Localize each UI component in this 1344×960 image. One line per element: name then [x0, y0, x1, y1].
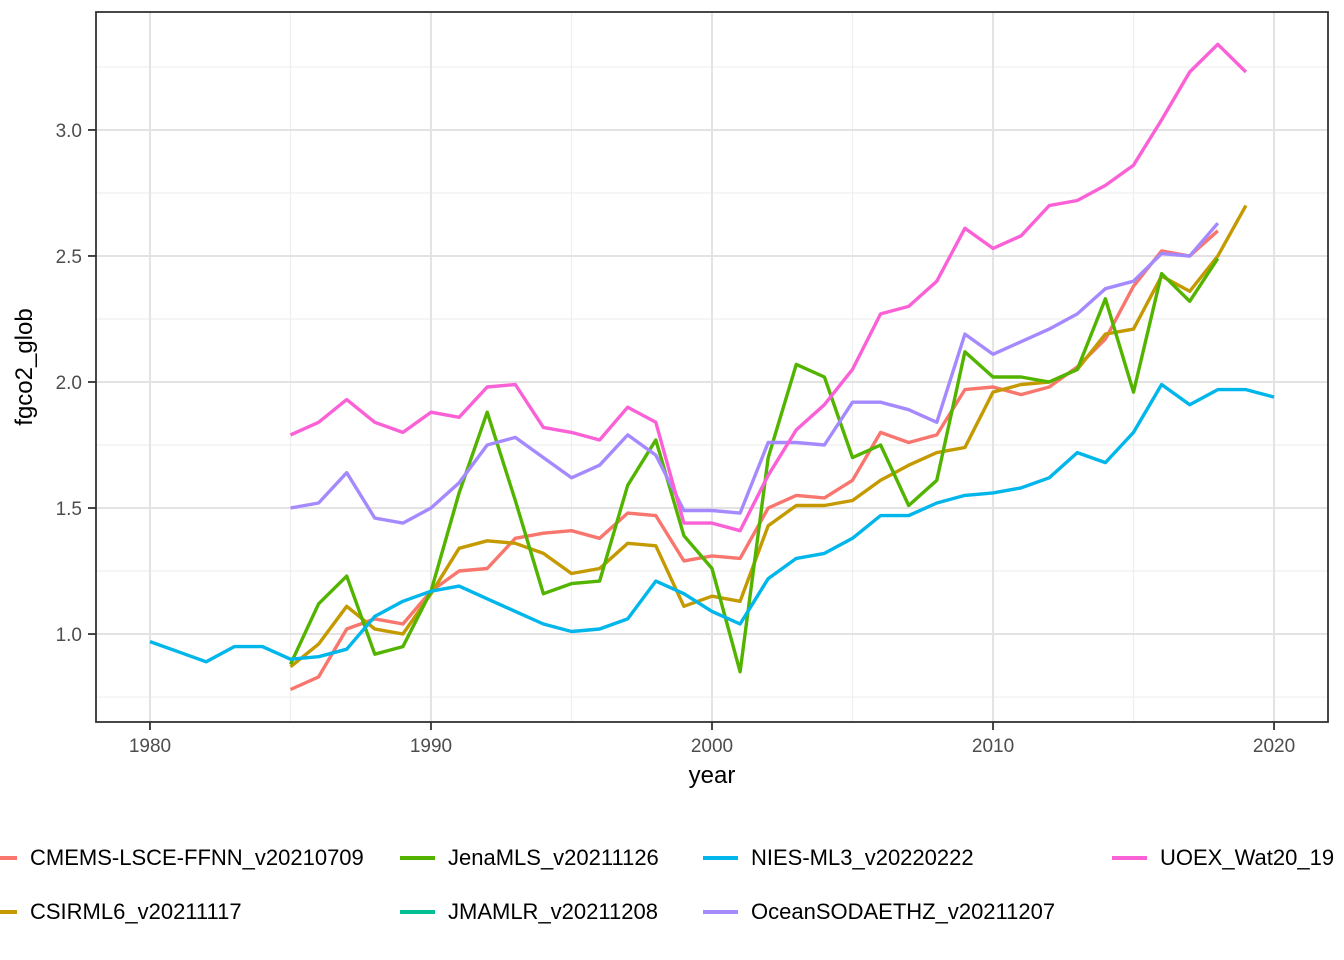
- legend-label: NIES-ML3_v20220222: [751, 845, 974, 870]
- y-axis-title: fgco2_glob: [11, 308, 38, 425]
- y-tick-label: 2.5: [56, 247, 82, 268]
- legend-key-line-icon: [1112, 856, 1147, 860]
- x-axis-title: year: [689, 762, 736, 789]
- legend-label: CMEMS-LSCE-FFNN_v20210709: [30, 845, 364, 870]
- axis-tick-labels: 1980 1990 2000 2010 2020 1.0 1.5 2.0 2.5 3.0: [56, 121, 1296, 757]
- gridlines-major: [96, 12, 1328, 722]
- legend-label: UOEX_Wat20_19: [1160, 845, 1335, 870]
- chart-legend: CMEMS-LSCE-FFNN_v20210709 CSIRML6_v202111…: [0, 820, 1344, 960]
- legend-key-line-icon: [0, 910, 17, 914]
- legend-label: JMAMLR_v20211208: [448, 899, 658, 924]
- legend-key-line-icon: [703, 856, 738, 860]
- legend-key-line-icon: [703, 910, 738, 914]
- legend-item: JenaMLS_v20211126: [400, 845, 659, 871]
- y-tick-label: 2.0: [56, 373, 82, 394]
- series-line-UOEX_Wat20_19: [289, 42, 1248, 533]
- legend-label: CSIRML6_v20211117: [30, 899, 242, 924]
- legend-item: NIES-ML3_v20220222: [703, 845, 974, 871]
- legend-key-line-icon: [0, 856, 17, 860]
- legend-key-line-icon: [400, 856, 435, 860]
- legend-label: JenaMLS_v20211126: [448, 845, 659, 870]
- legend-item: CMEMS-LSCE-FFNN_v20210709: [0, 845, 364, 871]
- legend-key-line-icon: [400, 910, 435, 914]
- x-tick-label: 2020: [1253, 736, 1295, 757]
- series-line-OceanSODAETHZ_v20211207: [290, 222, 1220, 525]
- legend-item: JMAMLR_v20211208: [400, 899, 658, 925]
- axis-tick-marks: [88, 129, 1275, 730]
- y-tick-label: 1.5: [56, 499, 82, 520]
- legend-label: OceanSODAETHZ_v20211207: [751, 899, 1056, 924]
- series-line-JenaMLS_v20211126: [288, 257, 1220, 674]
- x-tick-label: 1980: [129, 736, 171, 757]
- series-lines: [149, 42, 1275, 692]
- x-tick-label: 2010: [972, 736, 1014, 757]
- legend-item: OceanSODAETHZ_v20211207: [703, 899, 1055, 925]
- chart-svg: 1980 1990 2000 2010 2020 1.0 1.5 2.0 2.5 3.0 year…: [11, 11, 1329, 789]
- series-line-CSIRML6_v20211117: [289, 204, 1248, 669]
- legend-item: UOEX_Wat20_19: [1112, 845, 1334, 871]
- x-tick-label: 2000: [691, 736, 733, 757]
- x-tick-label: 1990: [410, 736, 452, 757]
- line-chart: 1980 1990 2000 2010 2020 1.0 1.5 2.0 2.5 3.0 year…: [11, 11, 1329, 789]
- y-tick-label: 3.0: [56, 121, 82, 142]
- series-line-NIES-ML3_v20220222: [149, 382, 1275, 664]
- y-tick-label: 1.0: [56, 625, 82, 646]
- legend-item: CSIRML6_v20211117: [0, 899, 242, 925]
